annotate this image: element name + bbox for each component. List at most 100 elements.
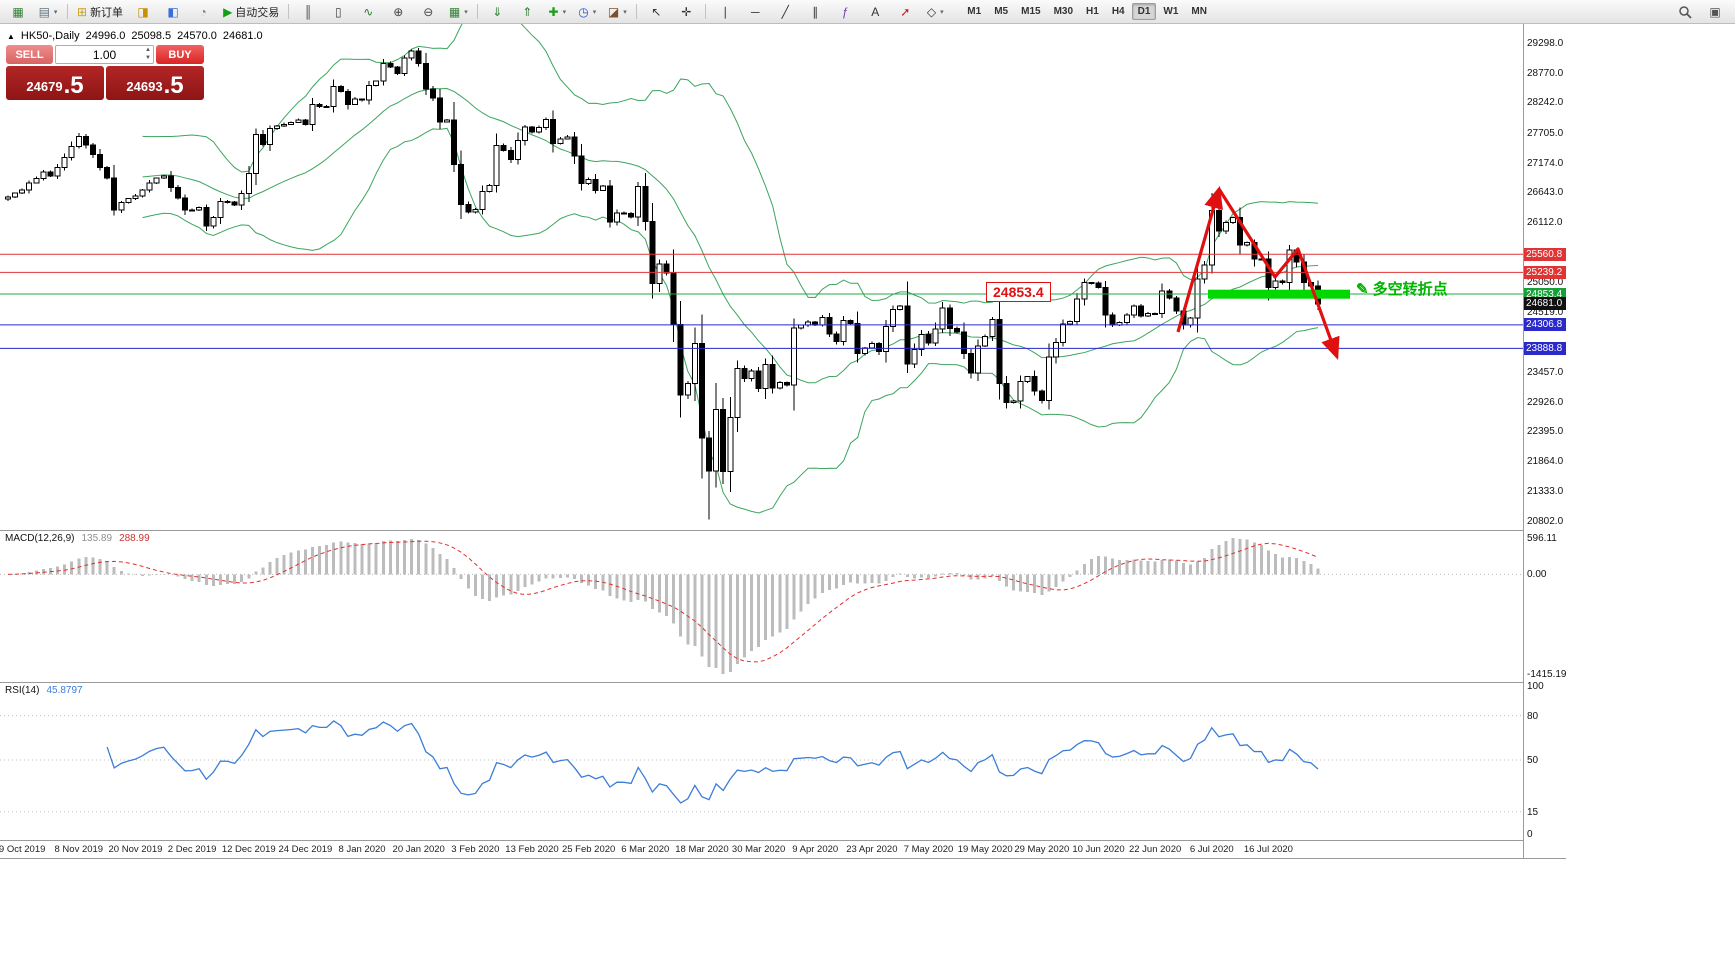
candle xyxy=(1166,290,1173,299)
new-order-button[interactable]: ⊞ 新订单 xyxy=(73,1,127,23)
chart-title: ▲ HK50-,Daily 24996.0 25098.5 24570.0 24… xyxy=(7,30,263,42)
timeframe-m5[interactable]: M5 xyxy=(994,6,1009,17)
price-scale[interactable]: 29298.0 28770.0 28242.0 27705.0 27174.0 26643… xyxy=(1523,24,1566,858)
dropdown-arrow-icon[interactable]: ▾ xyxy=(940,8,944,16)
candle xyxy=(97,154,104,169)
navigator-icon[interactable]: ◧ xyxy=(159,1,187,23)
candle xyxy=(104,167,111,179)
bar-chart-icon[interactable]: ║ xyxy=(294,1,322,23)
macd-pane[interactable] xyxy=(0,530,1523,682)
line-chart-icon[interactable]: ∿ xyxy=(354,1,382,23)
search-icon[interactable] xyxy=(1671,1,1699,23)
candle xyxy=(982,335,989,347)
cursor-icon[interactable]: ↖ xyxy=(642,1,670,23)
candle xyxy=(819,317,826,326)
timeframe-m30[interactable]: M30 xyxy=(1053,6,1074,17)
candle xyxy=(514,139,521,161)
price-badge: 25239.2 xyxy=(1524,265,1566,279)
indicators-icon[interactable]: ✚ ▾ xyxy=(543,1,571,23)
candle xyxy=(47,171,54,177)
buy-price-pips: .5 xyxy=(163,72,184,99)
channel-icon[interactable]: ∥ xyxy=(801,1,829,23)
timeframe-h4[interactable]: H4 xyxy=(1111,6,1125,17)
candle xyxy=(408,50,415,59)
tile-windows-icon[interactable]: ▦ ▾ xyxy=(444,1,472,23)
candle xyxy=(1279,280,1286,284)
vertical-line-icon[interactable]: ∣ xyxy=(711,1,739,23)
toolbar-separator xyxy=(477,4,479,19)
horizontal-line-icon[interactable]: ─ xyxy=(741,1,769,23)
candle xyxy=(167,175,174,188)
turning-point-annotation[interactable]: ✎ 多空转折点 xyxy=(1356,278,1448,299)
dropdown-arrow-icon[interactable]: ▾ xyxy=(464,8,468,16)
crosshair-icon[interactable]: ✛ xyxy=(672,1,700,23)
layout-icon[interactable]: ▣ xyxy=(1701,1,1729,23)
candle xyxy=(1045,356,1052,402)
timeframe-w1[interactable]: W1 xyxy=(1163,6,1179,17)
periods-icon[interactable]: ◷ ▾ xyxy=(573,1,601,23)
terminal-icon[interactable]: ◔ xyxy=(189,1,217,23)
market-watch-icon[interactable]: ◨ xyxy=(129,1,157,23)
candlestick-icon[interactable]: ▯ xyxy=(324,1,352,23)
dropdown-arrow-icon[interactable]: ▾ xyxy=(562,8,567,16)
zoom-in-icon[interactable]: ⊕ xyxy=(384,1,412,23)
dropdown-arrow-icon[interactable]: ▾ xyxy=(592,8,597,16)
candles xyxy=(5,47,1321,520)
chart-shift-icon[interactable]: ⇑ xyxy=(513,1,541,23)
text-icon[interactable]: A xyxy=(861,1,889,23)
timeframe-d1[interactable]: D1 xyxy=(1131,3,1157,20)
candle xyxy=(847,320,854,325)
candle xyxy=(465,203,472,213)
zoom-out-icon[interactable]: ⊖ xyxy=(414,1,442,23)
zoom-in-icon: ⊕ xyxy=(393,4,404,19)
arrow-tool-icon[interactable]: ➚ xyxy=(891,1,919,23)
chart-window-icon[interactable]: ▦ xyxy=(4,1,32,23)
trendline-icon[interactable]: ╱ xyxy=(771,1,799,23)
dropdown-arrow-icon[interactable]: ▾ xyxy=(53,8,58,16)
trend-arrows[interactable] xyxy=(1176,185,1340,361)
sell-price-pips: .5 xyxy=(63,72,84,99)
time-axis[interactable]: 9 Oct 2019 8 Nov 2019 20 Nov 2019 2 Dec 201… xyxy=(0,840,1523,859)
rsi-pane[interactable] xyxy=(0,682,1523,840)
candle xyxy=(337,85,344,93)
buy-price-panel[interactable]: 24693 .5 xyxy=(106,66,204,100)
candle xyxy=(1102,287,1109,316)
candle xyxy=(769,363,776,389)
candle xyxy=(174,186,181,199)
templates-icon[interactable]: ◪ ▾ xyxy=(603,1,631,23)
candle xyxy=(210,216,217,227)
support-zone-bar[interactable] xyxy=(1208,289,1350,299)
price-level-label[interactable]: 24853.4 xyxy=(986,282,1051,302)
sell-button[interactable]: SELL xyxy=(6,45,53,64)
volume-stepper[interactable]: ▲ ▼ xyxy=(145,47,151,61)
candle xyxy=(196,207,203,211)
auto-scroll-icon[interactable]: ⇓ xyxy=(483,1,511,23)
main-chart[interactable] xyxy=(0,24,1523,530)
candle xyxy=(288,121,295,125)
ohlc-close: 24681.0 xyxy=(222,30,263,42)
candle xyxy=(642,185,649,222)
timeframe-h1[interactable]: H1 xyxy=(1086,6,1099,17)
autotrading-button[interactable]: ▶ 自动交易 xyxy=(219,1,283,23)
arrow-tool-icon: ➚ xyxy=(900,4,911,19)
candle xyxy=(1123,314,1130,324)
candle xyxy=(153,177,160,184)
volume-input[interactable]: 1.00 ▲ ▼ xyxy=(55,45,154,64)
sell-price-panel[interactable]: 24679 .5 xyxy=(6,66,104,100)
timeframe-m1[interactable]: M1 xyxy=(967,6,982,17)
profiles-icon[interactable]: ▤ ▾ xyxy=(34,1,62,23)
chart-window[interactable]: ▲ HK50-,Daily 24996.0 25098.5 24570.0 24… xyxy=(0,24,1566,859)
shapes-icon[interactable]: ◇ ▾ xyxy=(921,1,949,23)
candle xyxy=(1088,282,1095,285)
candle xyxy=(500,145,507,152)
candle xyxy=(40,171,47,179)
timeframe-mn[interactable]: MN xyxy=(1191,6,1207,17)
buy-button[interactable]: BUY xyxy=(156,45,204,64)
candle xyxy=(351,98,358,105)
macd-name: MACD(12,26,9) xyxy=(5,533,75,544)
candle xyxy=(798,324,805,329)
fibonacci-icon[interactable]: ƒ xyxy=(831,1,859,23)
dropdown-arrow-icon[interactable]: ▾ xyxy=(623,8,627,16)
timeframe-m15[interactable]: M15 xyxy=(1021,6,1041,17)
